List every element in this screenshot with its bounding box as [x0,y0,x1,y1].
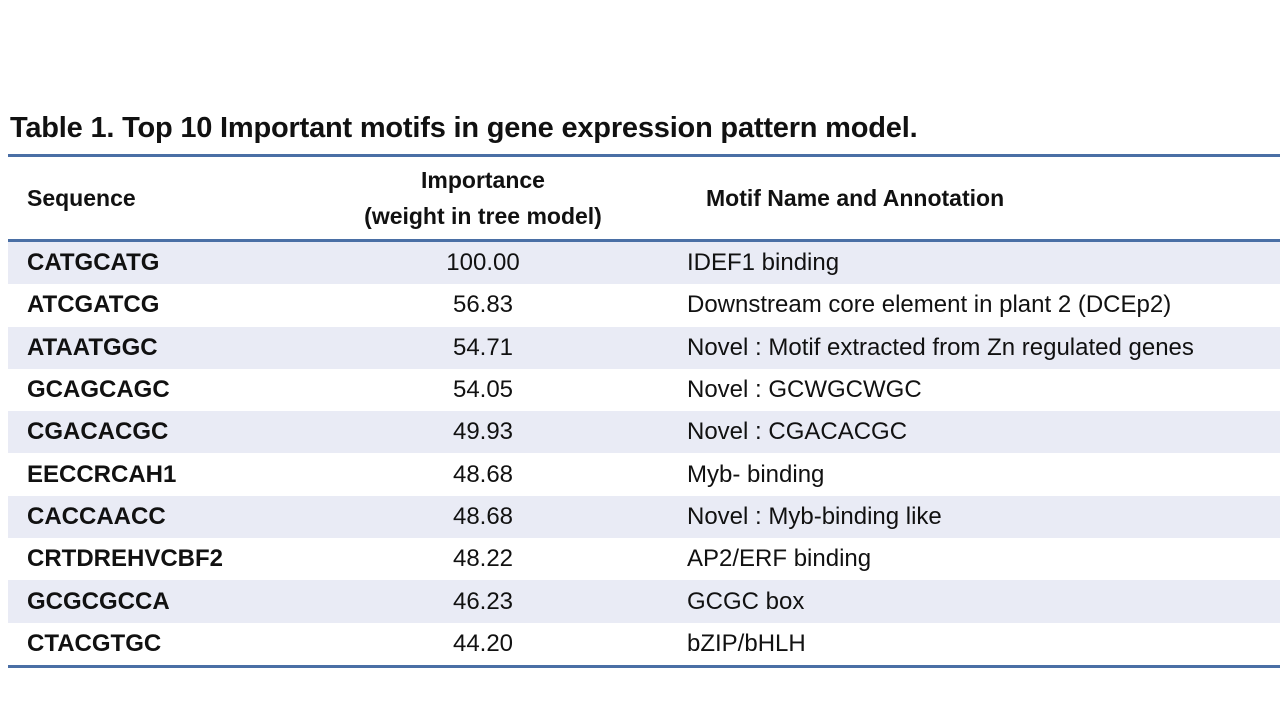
row-importance: 48.68 [452,460,514,488]
table-row: EECCRCAH1 48.68 Myb- binding [8,453,1280,496]
motif-table: Sequence Importance (weight in tree mode… [8,154,1280,668]
row-annotation: GCGC box [687,587,805,615]
row-sequence: GCAGCAGC [27,376,170,404]
row-annotation: Novel : GCWGCWGC [687,376,922,404]
table-row: GCAGCAGC 54.05 Novel : GCWGCWGC [8,368,1280,412]
row-annotation: bZIP/bHLH [687,629,806,657]
table-row: CGACACGC 49.93 Novel : CGACACGC [8,411,1280,454]
row-sequence: EECCRCAH1 [27,460,177,488]
row-sequence: CGACACGC [27,418,169,446]
row-sequence: CTACGTGC [27,629,162,657]
table-row: CATGCATG 100.00 IDEF1 binding [8,242,1280,285]
header-rule [8,239,1280,242]
row-importance: 54.05 [452,376,514,404]
header-importance-line2: (weight in tree model) [364,203,602,229]
row-importance: 48.68 [452,502,514,530]
row-importance: 46.23 [452,587,514,615]
table-row: CACCAACC 48.68 Novel : Myb-binding like [8,495,1280,539]
row-importance: 49.93 [452,418,514,446]
row-sequence: CRTDREHVCBF2 [27,545,224,573]
row-sequence: CACCAACC [27,502,166,530]
header-annotation: Motif Name and Annotation [706,184,1005,211]
row-annotation: Novel : CGACACGC [687,418,908,446]
row-importance: 54.71 [452,333,514,361]
table-top-rule [8,154,1280,157]
table-row: GCGCGCCA 46.23 GCGC box [8,580,1280,623]
table-row: CRTDREHVCBF2 48.22 AP2/ERF binding [8,538,1280,581]
row-annotation: Downstream core element in plant 2 (DCEp… [687,291,1172,319]
row-sequence: GCGCGCCA [27,587,170,615]
header-importance-line1: Importance [421,167,545,193]
row-importance: 100.00 [446,249,520,277]
row-annotation: Novel : Myb-binding like [687,502,942,530]
table-body: CATGCATG 100.00 IDEF1 binding ATCGATCG 56.83… [8,242,1280,665]
table-title: Table 1. Top 10 Important motifs in gene… [10,112,918,144]
table-row: CTACGTGC 44.20 bZIP/bHLH [8,622,1280,665]
row-annotation: Novel : Motif extracted from Zn regulate… [687,333,1194,361]
row-importance: 48.22 [452,545,514,573]
header-sequence: Sequence [27,184,136,211]
row-annotation: AP2/ERF binding [687,545,872,573]
row-sequence: ATCGATCG [27,291,160,319]
table-bottom-rule [8,664,1280,668]
table-header: Sequence Importance (weight in tree mode… [8,157,1280,239]
table-row: ATAATGGC 54.71 Novel : Motif extracted fro… [8,326,1280,369]
row-annotation: Myb- binding [687,460,825,488]
row-sequence: ATAATGGC [27,333,158,361]
row-annotation: IDEF1 binding [687,249,840,277]
header-importance: Importance (weight in tree model) [338,157,628,239]
row-importance: 44.20 [452,629,514,657]
row-importance: 56.83 [452,291,514,319]
row-sequence: CATGCATG [27,249,160,277]
table-row: ATCGATCG 56.83 Downstream core element in … [8,284,1280,327]
